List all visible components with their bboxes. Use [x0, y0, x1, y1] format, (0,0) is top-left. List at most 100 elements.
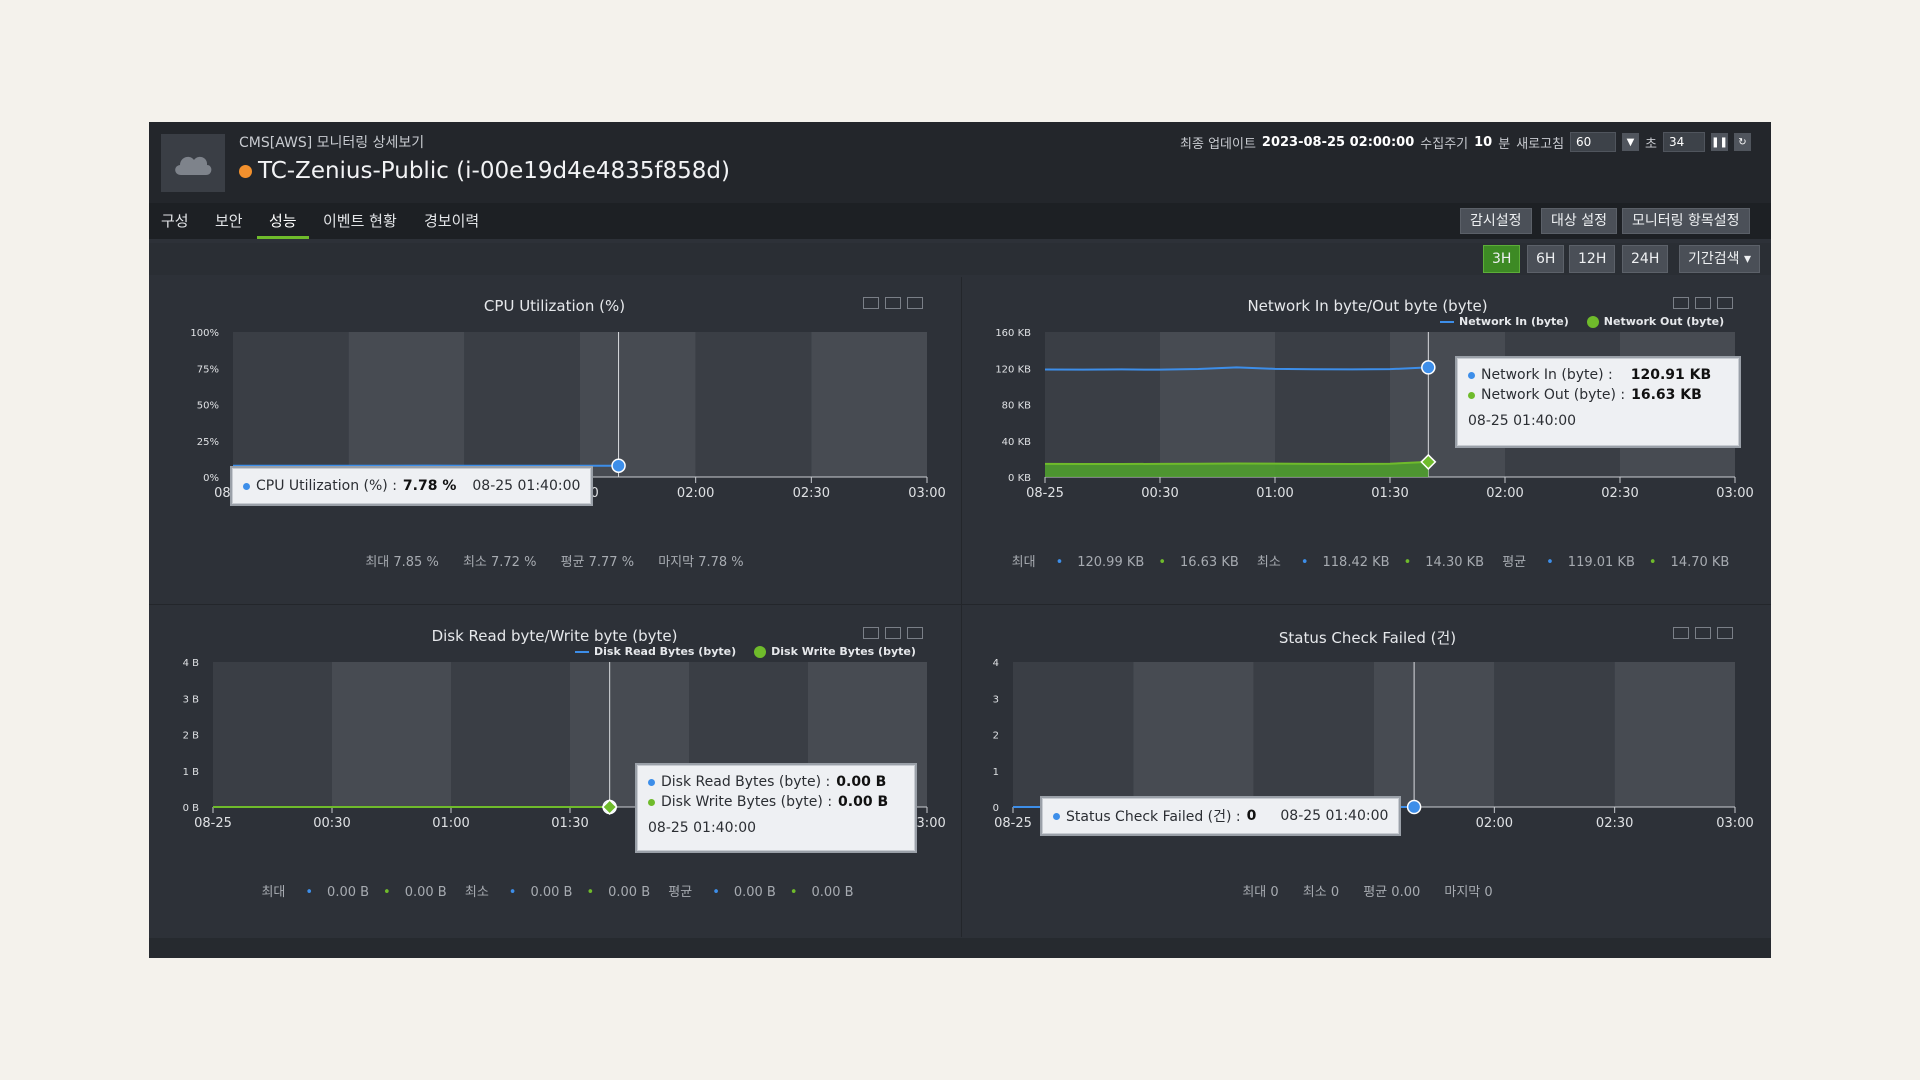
series-line-Network Out (byte) [1044, 460, 1429, 466]
legend-network-in: Network In (byte) [1459, 315, 1569, 328]
plot-band [332, 662, 451, 807]
range-search-button[interactable]: 기간검색 ▾ [1679, 245, 1761, 273]
print-icon[interactable] [907, 297, 923, 309]
net-stat-max-in: 120.99 KB [1077, 555, 1145, 570]
network-chart-title: Network In byte/Out byte (byte) [1247, 297, 1488, 315]
cpu-stats: 최대 7.85 % 최소 7.72 % 평균 7.77 % 마지막 7.78 % [149, 551, 960, 570]
image-icon[interactable] [1695, 297, 1711, 309]
x-tick-label: 02:30 [793, 486, 830, 501]
status-tooltip: Status Check Failed (건) : 0 08-25 01:40:00 [1042, 798, 1400, 834]
network-chart: 160 KB 120 KB 80 KB 40 KB 0 KB 08-25 00:30 01:0… [995, 328, 1753, 501]
table-icon[interactable] [1673, 297, 1689, 309]
tab-events[interactable]: 이벤트 현황 [323, 212, 397, 230]
cpu-stat-avg: 평균 7.77 % [560, 555, 635, 570]
y-tick-label: 25% [197, 437, 219, 448]
cpu-panel: CPU Utilization (%) 100% 75% 50% 25% 0% 08-25… [149, 275, 960, 605]
range-6h-button[interactable]: 6H [1527, 245, 1565, 273]
plot-band [580, 332, 696, 477]
cpu-tooltip: CPU Utilization (%) : 7.78 % 08-25 01:40:0… [232, 468, 592, 504]
sec-label: 초 [1645, 136, 1657, 152]
pause-icon[interactable]: ❚❚ [1711, 133, 1728, 151]
collect-value: 10 [1474, 134, 1493, 150]
legend-dot-out [1586, 315, 1599, 328]
x-tick-label: 02:30 [1596, 816, 1633, 831]
refresh-value: 60 [1576, 135, 1592, 149]
target-settings-button[interactable]: 대상 설정 [1541, 208, 1617, 234]
image-icon[interactable] [885, 297, 901, 309]
cpu-tip-label: CPU Utilization (%) : [256, 478, 397, 494]
status-dot [239, 164, 252, 178]
print-icon[interactable] [1717, 627, 1733, 639]
plot-band [233, 332, 349, 477]
disk-legend: Disk Read Bytes (byte) Disk Write Bytes … [575, 645, 916, 658]
status-stat-min: 최소 0 [1302, 885, 1340, 900]
status-tip-value: 0 [1246, 808, 1257, 824]
range-3h-button[interactable]: 3H [1483, 245, 1521, 273]
x-tick-label: 03:00 [908, 486, 945, 501]
range-12h-button[interactable]: 12H [1569, 245, 1616, 273]
countdown-field: 34 [1663, 132, 1705, 152]
plot-band [1160, 332, 1275, 477]
series-area-Network Out (byte) [1045, 461, 1429, 477]
bottom-bar [149, 938, 1771, 958]
disk-stat-max-read: 0.00 B [327, 885, 370, 900]
page-subtitle: CMS[AWS] 모니터링 상세보기 [239, 135, 425, 151]
panel-divider-horizontal [149, 604, 1771, 605]
refresh-label: 새로고침 [1516, 136, 1565, 152]
range-24h-button[interactable]: 24H [1622, 245, 1669, 273]
panel-divider-vertical [961, 277, 962, 937]
refresh-select[interactable]: 60 [1570, 132, 1617, 152]
network-legend: Network In (byte) Network Out (byte) [1440, 315, 1724, 328]
page-title: TC-Zenius-Public (i-00e19d4e4835f858d) [239, 158, 730, 184]
y-tick-label: 75% [197, 364, 219, 375]
monitoring-window: CMS[AWS] 모니터링 상세보기 TC-Zenius-Public (i-0… [149, 122, 1771, 958]
net-stat-max-label: 최대 [1011, 555, 1036, 570]
tab-config[interactable]: 구성 [161, 212, 189, 230]
tab-performance[interactable]: 성능 [257, 211, 309, 239]
y-tick-label: 0 KB [1008, 473, 1031, 484]
image-icon[interactable] [1695, 627, 1711, 639]
plot-band [1275, 332, 1390, 477]
y-tick-label: 2 B [183, 731, 200, 742]
legend-line-read [575, 650, 589, 653]
countdown-value: 34 [1669, 135, 1685, 149]
image-icon[interactable] [885, 627, 901, 639]
tab-security[interactable]: 보안 [215, 212, 243, 230]
y-tick-label: 3 [993, 694, 999, 705]
marker-point [611, 458, 626, 473]
watch-settings-button[interactable]: 감시설정 [1460, 208, 1532, 234]
net-tip-out-value: 16.63 KB [1631, 387, 1702, 403]
refresh-icon[interactable]: ↻ [1734, 133, 1751, 151]
table-icon[interactable] [863, 297, 879, 309]
panel-tools [863, 297, 923, 309]
marker-point [1406, 799, 1422, 815]
y-tick-label: 2 [993, 731, 999, 742]
x-tick-label: 01:00 [432, 816, 469, 831]
print-icon[interactable] [907, 627, 923, 639]
y-tick-label: 1 B [183, 767, 200, 778]
chevron-down-icon[interactable]: ▼ [1622, 133, 1640, 151]
table-icon[interactable] [863, 627, 879, 639]
print-icon[interactable] [1717, 297, 1733, 309]
monitor-settings-button[interactable]: 모니터링 항목설정 [1622, 208, 1750, 234]
range-search-label: 기간검색 [1688, 251, 1740, 267]
tab-alarm-history[interactable]: 경보이력 [424, 212, 480, 230]
x-tick-label: 01:30 [551, 816, 588, 831]
x-tick-label: 01:00 [1256, 486, 1293, 501]
plot-band [1494, 662, 1615, 807]
y-tick-label: 4 [993, 658, 999, 669]
network-tooltip: Network In (byte) : 120.91 KB Network Out… [1457, 358, 1739, 446]
y-tick-label: 160 KB [995, 328, 1031, 339]
net-stat-max-out: 16.63 KB [1179, 555, 1239, 570]
net-stat-avg-in: 119.01 KB [1567, 555, 1635, 570]
y-tick-label: 0 B [183, 803, 200, 814]
disk-stat-avg-label: 평균 [668, 885, 693, 900]
plot-band [1614, 662, 1735, 807]
x-tick-label: 01:30 [1371, 486, 1408, 501]
table-icon[interactable] [1673, 627, 1689, 639]
network-stats: 최대 • 120.99 KB • 16.63 KB 최소 • 118.42 KB • 14.30… [1011, 555, 1730, 570]
y-tick-label: 50% [197, 401, 219, 412]
disk-tip-read-value: 0.00 B [836, 774, 887, 790]
x-tick-label: 03:00 [1716, 816, 1753, 831]
panel-tools [1673, 297, 1733, 309]
